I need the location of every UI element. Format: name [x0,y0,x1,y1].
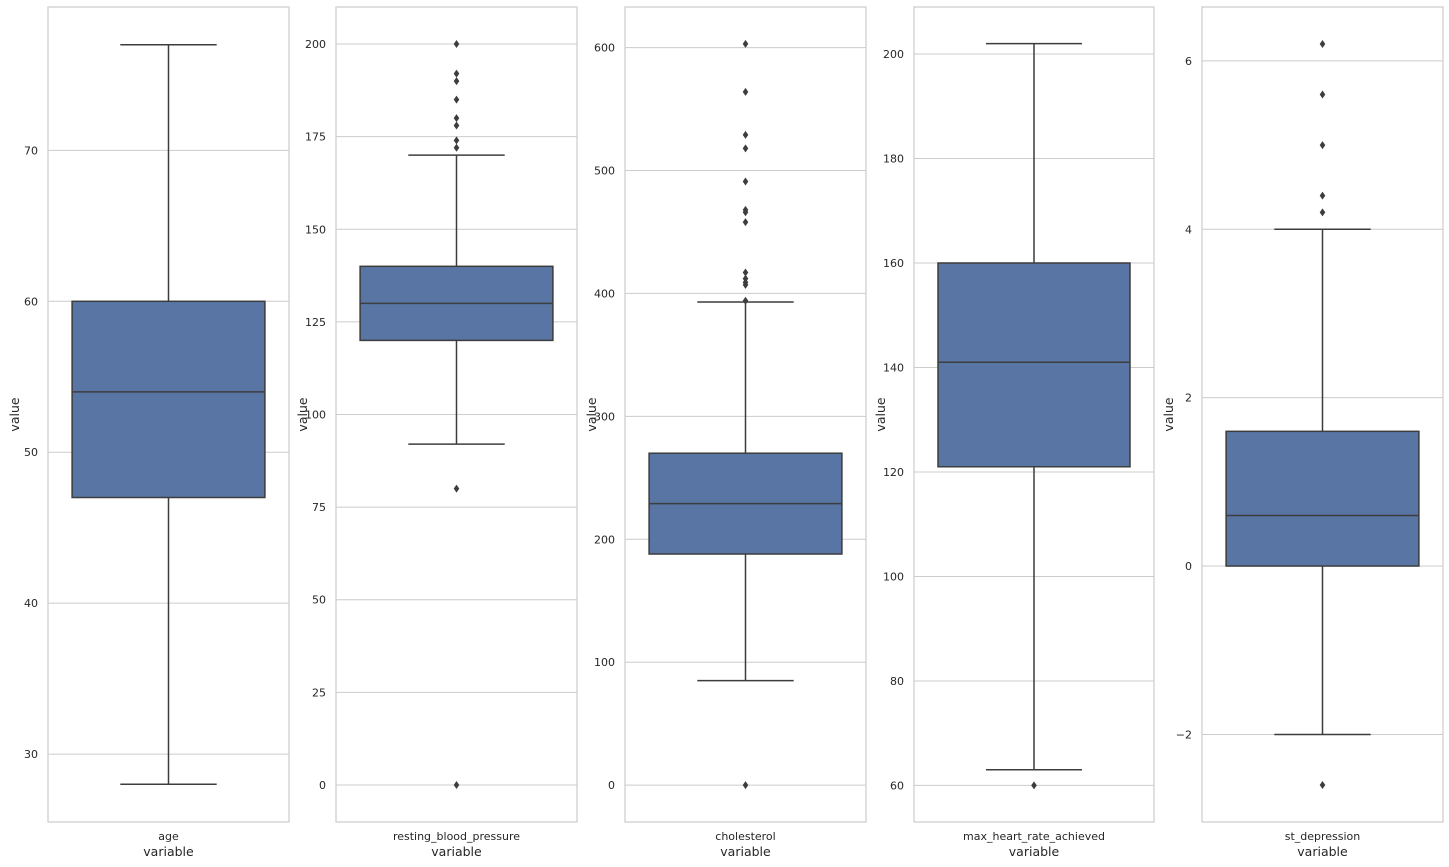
y-tick-label: 0 [1185,560,1192,573]
y-axis-label: value [295,397,310,431]
y-tick-label: 120 [883,466,904,479]
iqr-box [1225,430,1420,567]
x-axis-label: variable [143,844,194,859]
x-tick-label: age [158,830,179,843]
y-tick-label: 100 [305,409,326,422]
outlier-marker [742,177,749,186]
y-tick-label: 60 [890,779,904,792]
y-tick-label: 125 [305,316,326,329]
outlier-marker [742,39,749,48]
outlier-marker [453,114,460,123]
x-tick-label: cholesterol [715,830,775,843]
y-tick-label: 50 [312,594,326,607]
y-tick-label: 70 [24,144,38,157]
y-tick-label: 75 [312,501,326,514]
y-tick-label: 600 [594,42,615,55]
axes-frame [913,6,1155,823]
iqr-box [71,300,266,499]
outlier-marker [1319,40,1326,49]
y-tick-label: 200 [883,48,904,61]
x-axis-label: variable [1009,844,1060,859]
outlier-marker [1031,781,1037,790]
x-tick-label: st_depression [1285,830,1361,843]
y-tick-label: 300 [594,410,615,423]
outlier-marker [453,69,460,78]
outlier-marker [742,130,749,139]
y-tick-label: 4 [1185,223,1192,236]
panel-resting_blood_pressure: 0 25 50 75 100 125 150 175 200 resting_blood_pres… [295,6,578,859]
y-tick-label: 80 [890,675,904,688]
y-tick-label: 50 [24,446,38,459]
y-tick-label: 180 [883,153,904,166]
outlier-marker [742,296,749,305]
y-axis-label: value [584,397,599,431]
outlier-marker [742,781,749,790]
y-tick-label: 0 [608,779,615,792]
outlier-marker [453,95,460,104]
outlier-marker [453,40,460,49]
outlier-marker [742,274,749,283]
y-tick-label: 100 [883,570,904,583]
axes-frame [335,6,578,823]
y-axis-label: value [7,397,22,431]
y-tick-label: 500 [594,164,615,177]
outlier-marker [453,121,460,130]
outlier-marker [1319,191,1326,200]
outlier-marker [1319,141,1326,150]
y-tick-label: 200 [594,533,615,546]
outlier-marker [1319,90,1326,99]
y-tick-label: 25 [312,686,326,699]
outlier-marker [453,143,460,152]
axes-frame [624,6,867,823]
y-tick-label: 0 [319,779,326,792]
outlier-marker [742,87,749,96]
panel-max_heart_rate_achieved: 60 80 100 120 140 160 180 200 max_heart_rate_ach… [873,6,1155,859]
outlier-marker [742,218,749,227]
y-tick-label: 2 [1185,392,1192,405]
outlier-marker [742,268,749,277]
outlier-marker [742,205,749,214]
y-tick-label: 30 [24,748,38,761]
outlier-marker [1319,780,1326,789]
outlier-marker [453,136,460,145]
outlier-marker [453,484,460,493]
y-tick-label: 100 [594,656,615,669]
x-axis-label: variable [1297,844,1348,859]
y-axis-label: value [1161,397,1176,431]
y-tick-label: 6 [1185,55,1192,68]
axes-frame [47,6,290,823]
x-tick-label: max_heart_rate_achieved [963,830,1105,843]
outlier-marker [453,77,460,86]
iqr-box [937,262,1131,468]
y-tick-label: 175 [305,131,326,144]
axes-frame [1201,6,1444,823]
y-tick-label: 40 [24,597,38,610]
x-axis-label: variable [431,844,482,859]
y-tick-label: 160 [883,257,904,270]
y-tick-label: 400 [594,287,615,300]
y-tick-label: −2 [1176,728,1192,741]
y-tick-label: 140 [883,361,904,374]
y-tick-label: 150 [305,223,326,236]
y-tick-label: 60 [24,295,38,308]
x-tick-label: resting_blood_pressure [393,830,520,843]
outlier-marker [1319,208,1326,217]
outlier-marker [453,780,460,789]
outlier-marker [742,144,749,153]
x-axis-label: variable [720,844,771,859]
y-tick-label: 200 [305,38,326,51]
y-axis-label: value [873,397,888,431]
